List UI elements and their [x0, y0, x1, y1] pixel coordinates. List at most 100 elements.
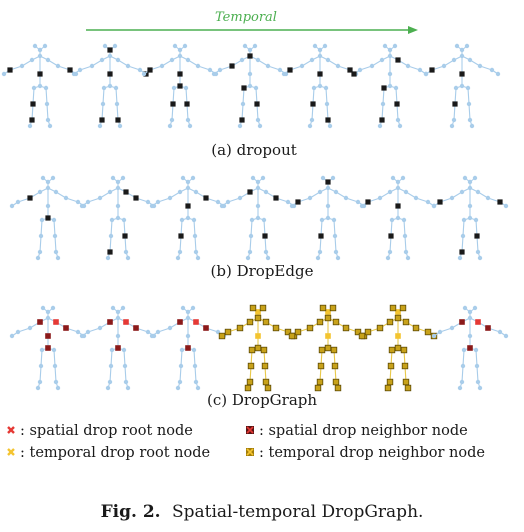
dropgraph-drop-marker-5-2	[319, 304, 327, 312]
dropgraph-drop-marker-6-5	[386, 318, 394, 326]
dropout-skeleton-3	[141, 43, 219, 129]
dropedge-skeleton-3	[149, 175, 227, 261]
figure-caption: Fig. 2. Spatial-temporal DropGraph.	[101, 502, 424, 522]
dropgraph-drop-marker-5-6	[332, 318, 340, 326]
dropout-drop-marker-5-2	[347, 67, 353, 73]
dropedge-drop-marker-2-1	[123, 189, 129, 195]
dropgraph-row	[9, 304, 509, 392]
dropedge-drop-marker-3-1	[203, 195, 209, 201]
dropout-drop-marker-5-4	[310, 101, 316, 107]
dropout-drop-marker-4-4	[254, 101, 260, 107]
dropedge-drop-marker-1-1	[27, 195, 33, 201]
dropgraph-drop-marker-6-6	[402, 318, 410, 326]
dropedge-skeleton-5	[289, 175, 367, 261]
dropedge-drop-marker-2-3	[122, 233, 128, 239]
dropedge-drop-marker-1-2	[45, 215, 51, 221]
spatial-neighbor-x-icon	[246, 426, 254, 434]
dropgraph-drop-marker-4-15	[248, 346, 256, 354]
dropgraph-drop-marker-3-3	[203, 325, 209, 331]
dropout-drop-marker-3-1	[147, 67, 153, 73]
dropgraph-skeleton-2	[79, 305, 157, 391]
dropgraph-drop-marker-5-21	[314, 384, 322, 392]
dropedge-drop-marker-4-2	[262, 233, 268, 239]
dropout-row	[1, 43, 501, 129]
dropgraph-drop-marker-2-3	[133, 325, 139, 331]
dropedge-drop-marker-6-3	[388, 233, 394, 239]
dropgraph-drop-marker-4-11	[218, 332, 226, 340]
dropgraph-drop-marker-6-22	[404, 384, 412, 392]
dropout-drop-marker-3-5	[184, 101, 190, 107]
legend: : spatial drop root node : spatial drop …	[7, 423, 485, 461]
dropedge-skeleton-4	[219, 175, 297, 261]
dropedge-skeleton-2	[79, 175, 157, 261]
spatial-root-x-icon	[7, 426, 15, 434]
dropout-drop-marker-3-2	[177, 71, 183, 77]
dropedge-drop-marker-7-1	[437, 199, 443, 205]
dropedge-drop-marker-7-4	[459, 249, 465, 255]
dropgraph-skeleton-4	[218, 304, 298, 392]
dropout-drop-marker-1-5	[29, 117, 35, 123]
dropedge-drop-marker-5-1	[325, 179, 331, 185]
dropout-drop-marker-6-4	[394, 101, 400, 107]
dropgraph-drop-marker-1-3	[63, 325, 69, 331]
dropout-drop-marker-4-1	[247, 53, 253, 59]
dropgraph-drop-marker-5-17	[317, 362, 325, 370]
temporal-label: Temporal	[215, 10, 277, 25]
dropgraph-drop-marker-2-2	[123, 319, 129, 325]
dropgraph-drop-marker-5-18	[331, 362, 339, 370]
dropgraph-drop-marker-6-3	[399, 304, 407, 312]
dropedge-drop-marker-4-1	[273, 195, 279, 201]
dropgraph-drop-marker-6-19	[386, 378, 394, 386]
dropgraph-drop-marker-3-2	[193, 319, 199, 325]
dropout-skeleton-6	[351, 43, 429, 129]
figure-caption-label: Fig. 2.	[101, 502, 161, 522]
dropgraph-drop-marker-6-9	[364, 328, 372, 336]
dropout-drop-marker-2-5	[115, 117, 121, 123]
dropout-skeleton-7	[423, 43, 501, 129]
dropout-drop-marker-2-4	[99, 117, 105, 123]
dropgraph-drop-marker-5-5	[316, 318, 324, 326]
dropedge-drop-marker-6-1	[365, 199, 371, 205]
legend-spatial-neighbor: : spatial drop neighbor node	[259, 423, 468, 439]
dropgraph-drop-marker-6-15	[388, 346, 396, 354]
dropout-drop-marker-5-3	[317, 71, 323, 77]
dropgraph-drop-marker-5-13	[325, 333, 331, 339]
dropedge-drop-marker-7-3	[474, 233, 480, 239]
dropout-drop-marker-1-2	[67, 67, 73, 73]
dropgraph-drop-marker-7-3	[485, 325, 491, 331]
temporal-root-x-icon	[7, 448, 15, 456]
dropgraph-drop-marker-5-4	[324, 314, 332, 322]
dropgraph-drop-marker-5-14	[324, 344, 332, 352]
dropgraph-drop-marker-4-20	[262, 378, 270, 386]
dropgraph-drop-marker-6-20	[402, 378, 410, 386]
dropgraph-drop-marker-5-7	[306, 324, 314, 332]
figure-caption-text: Spatial-temporal DropGraph.	[172, 502, 423, 522]
dropgraph-drop-marker-5-15	[318, 346, 326, 354]
dropgraph-drop-marker-4-13	[255, 333, 261, 339]
dropout-skeleton-2	[71, 43, 149, 129]
dropgraph-drop-marker-4-14	[254, 344, 262, 352]
dropgraph-drop-marker-4-8	[272, 324, 280, 332]
dropgraph-drop-marker-4-16	[260, 346, 268, 354]
dropgraph-drop-marker-1-1	[37, 319, 43, 325]
temporal-arrow	[86, 26, 418, 34]
dropedge-drop-marker-7-2	[497, 199, 503, 205]
dropout-drop-marker-6-2	[395, 57, 401, 63]
dropgraph-drop-marker-5-19	[316, 378, 324, 386]
dropgraph-drop-marker-5-8	[342, 324, 350, 332]
dropout-drop-marker-6-5	[379, 117, 385, 123]
dropgraph-drop-marker-5-20	[332, 378, 340, 386]
dropgraph-drop-marker-4-18	[261, 362, 269, 370]
dropgraph-drop-marker-6-8	[412, 324, 420, 332]
dropgraph-skeleton-1	[9, 305, 87, 391]
dropout-drop-marker-3-4	[170, 101, 176, 107]
dropout-drop-marker-2-3	[107, 71, 113, 77]
dropgraph-drop-marker-6-1	[395, 309, 401, 315]
dropgraph-drop-marker-2-1	[107, 319, 113, 325]
dropgraph-drop-marker-4-17	[247, 362, 255, 370]
dropout-drop-marker-5-1	[287, 67, 293, 73]
dropout-drop-marker-1-1	[7, 67, 13, 73]
dropout-skeleton-1	[1, 43, 79, 129]
dropgraph-drop-marker-1-5	[45, 345, 51, 351]
dropedge-drop-marker-2-4	[107, 249, 113, 255]
